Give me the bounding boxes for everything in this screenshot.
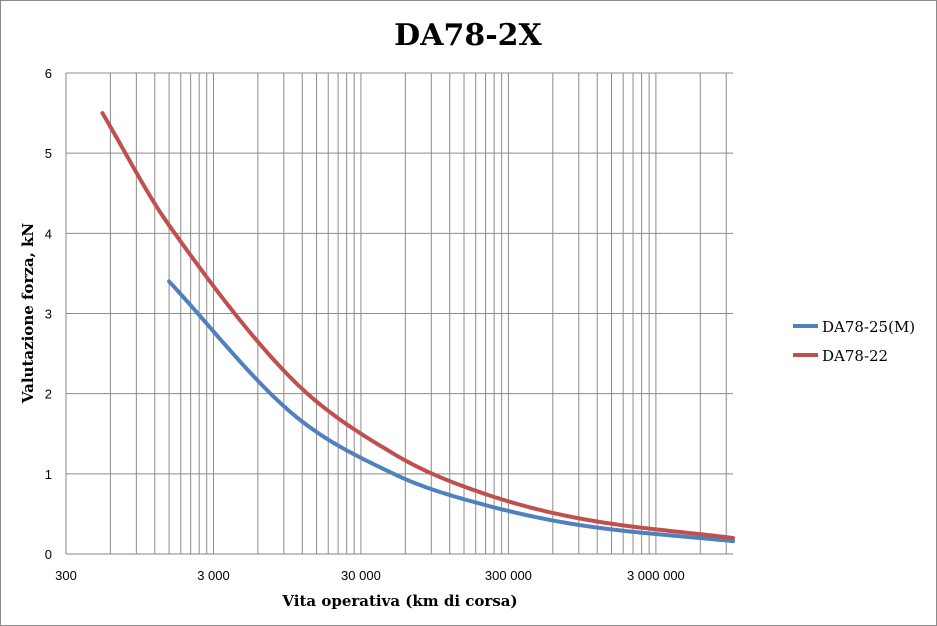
y-tick-label: 2 bbox=[45, 387, 52, 402]
x-axis-title: Vita operativa (km di corsa) bbox=[281, 592, 517, 610]
y-tick-label: 6 bbox=[45, 66, 52, 81]
series-line-1 bbox=[100, 111, 735, 540]
y-tick-label: 4 bbox=[45, 226, 52, 241]
y-tick-label: 3 bbox=[45, 307, 52, 322]
y-tick-label: 5 bbox=[45, 146, 52, 161]
y-tick-label: 0 bbox=[45, 547, 52, 562]
series-layer bbox=[100, 111, 735, 544]
legend-label-1: DA78-22 bbox=[822, 347, 888, 365]
legend-label-0: DA78-25(M) bbox=[822, 318, 915, 336]
tick-labels: 0 1 2 3 4 5 6 300 3 000 30 000 300 000 3 000 000 bbox=[45, 66, 685, 583]
x-tick-label: 300 000 bbox=[485, 568, 532, 583]
y-tick-label: 1 bbox=[45, 467, 52, 482]
y-axis-title: Valutazione forza, kN bbox=[19, 223, 37, 405]
x-tick-label: 300 bbox=[55, 568, 77, 583]
x-tick-label: 30 000 bbox=[341, 568, 381, 583]
legend: DA78-25(M) DA78-22 bbox=[793, 318, 915, 365]
x-tick-label: 3 000 000 bbox=[627, 568, 685, 583]
x-tick-label: 3 000 bbox=[197, 568, 230, 583]
chart-title: DA78-2X bbox=[394, 18, 542, 53]
gridlines bbox=[66, 72, 733, 554]
series-line-0 bbox=[167, 279, 735, 544]
